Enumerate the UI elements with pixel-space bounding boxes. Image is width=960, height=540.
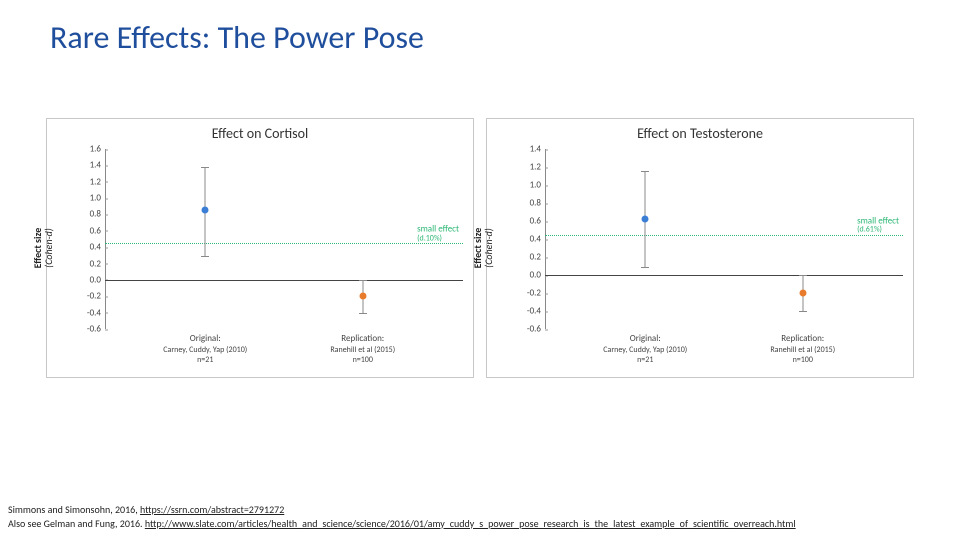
citation-link-2[interactable]: http://www.slate.com/articles/health_and… (145, 517, 796, 530)
reference-label: small effect(d.10%) (417, 224, 459, 243)
slide-title: Rare Effects: The Power Pose (50, 18, 424, 57)
y-tick: -0.2 (79, 291, 105, 302)
y-tick: 1.0 (519, 180, 545, 191)
y-tick: -0.6 (519, 324, 545, 335)
x-category-label: Original:Carney, Cuddy, Yap (2010)n=21 (575, 333, 715, 365)
reference-line (105, 243, 463, 244)
y-tick: -0.4 (79, 307, 105, 318)
reference-label: small effect(d.61%) (857, 216, 899, 235)
zero-line (105, 280, 463, 281)
y-tick: -0.6 (79, 324, 105, 335)
y-axis-label: Effect size (Cohen-d) (472, 228, 494, 269)
y-tick: 1.2 (519, 162, 545, 173)
charts-row: Effect on Cortisol -0.6-0.4-0.20.00.20.4… (46, 118, 914, 378)
y-axis-label: Effect size (Cohen-d) (32, 228, 54, 269)
y-tick: 0.8 (519, 198, 545, 209)
y-tick: 0.2 (519, 252, 545, 263)
plot-area: -0.6-0.4-0.20.00.20.40.60.81.01.21.41.6s… (105, 149, 463, 329)
citation-line-1: Simmons and Simonsohn, 2016, https://ssr… (8, 503, 796, 517)
citation-line-2: Also see Gelman and Fung, 2016. http://w… (8, 517, 796, 531)
chart-title: Effect on Cortisol (47, 125, 473, 142)
chart-title: Effect on Testosterone (487, 125, 913, 142)
y-tick: 0.8 (79, 209, 105, 220)
y-tick: 1.0 (79, 193, 105, 204)
y-tick: -0.4 (519, 306, 545, 317)
y-tick: 0.0 (79, 274, 105, 285)
y-tick: 0.6 (79, 225, 105, 236)
y-tick: 0.4 (79, 242, 105, 253)
x-category-label: Original:Carney, Cuddy, Yap (2010)n=21 (135, 333, 275, 365)
y-tick: 0.0 (519, 270, 545, 281)
y-tick: 0.2 (79, 258, 105, 269)
y-tick: 1.2 (79, 176, 105, 187)
x-category-label: Replication:Ranehill et al (2015)n=100 (733, 333, 873, 365)
plot-area: -0.6-0.4-0.20.00.20.40.60.81.01.21.4smal… (545, 149, 903, 329)
x-category-label: Replication:Ranehill et al (2015)n=100 (293, 333, 433, 365)
zero-line (545, 275, 903, 276)
y-tick: 0.6 (519, 216, 545, 227)
citation-link-1[interactable]: https://ssrn.com/abstract=2791272 (140, 503, 284, 516)
chart-testosterone: Effect on Testosterone -0.6-0.4-0.20.00.… (486, 118, 914, 378)
y-tick: -0.2 (519, 288, 545, 299)
y-tick: 1.4 (519, 144, 545, 155)
citations: Simmons and Simonsohn, 2016, https://ssr… (8, 503, 796, 530)
y-tick: 1.4 (79, 160, 105, 171)
y-tick: 1.6 (79, 144, 105, 155)
reference-line (545, 235, 903, 236)
y-tick: 0.4 (519, 234, 545, 245)
chart-cortisol: Effect on Cortisol -0.6-0.4-0.20.00.20.4… (46, 118, 474, 378)
